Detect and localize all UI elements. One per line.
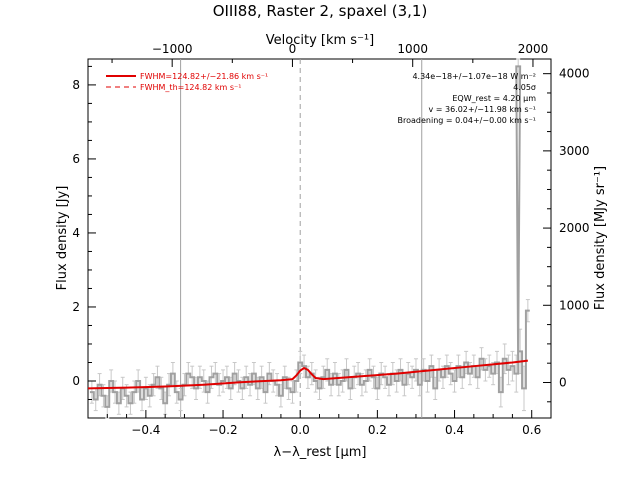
legend: FWHM=124.82+/−21.86 km s⁻¹ FWHM_th=124.8… <box>106 72 268 92</box>
chart-title: OIII88, Raster 2, spaxel (3,1) <box>213 2 428 20</box>
fit-series-line <box>87 359 528 390</box>
x-axis-label: λ−λ_rest [μm] <box>274 445 367 460</box>
annotation-broadening: Broadening = 0.04+/−0.00 km s⁻¹ <box>398 116 536 125</box>
y-tick-label: 4 <box>72 226 80 240</box>
left-y-axis: 0 2 4 6 8 <box>72 65 96 419</box>
top-x-tick-label: 2000 <box>518 42 549 56</box>
bottom-x-axis: −0.4 −0.2 0.0 0.2 0.4 0.6 <box>87 410 552 437</box>
y-tick-label: 8 <box>72 78 80 92</box>
x-tick-label: 0.4 <box>445 423 464 437</box>
top-x-tick-label: −1000 <box>152 42 193 56</box>
y-axis-label: Flux density [Jy] <box>55 186 70 291</box>
plot-area <box>87 58 552 419</box>
annotation-velocity: v = 36.02+/−11.98 km s⁻¹ <box>428 105 536 114</box>
legend-entry-fwhm-th: FWHM_th=124.82 km s⁻¹ <box>140 83 241 92</box>
right-y-axis: 0 1000 2000 3000 4000 <box>543 67 590 403</box>
x-tick-label: −0.4 <box>131 423 160 437</box>
x-tick-label: 0.6 <box>522 423 541 437</box>
annotation-sigma: 4.05σ <box>513 83 536 92</box>
annotation-line-flux: 4.34e−18+/−1.07e−18 W m⁻² <box>412 72 536 81</box>
legend-entry-fwhm: FWHM=124.82+/−21.86 km s⁻¹ <box>140 72 268 81</box>
x-tick-label: 0.2 <box>368 423 387 437</box>
right-y-tick-label: 0 <box>559 375 567 389</box>
top-x-tick-label: 1000 <box>397 42 428 56</box>
annotation-eqw: EQW_rest = 4.20 μm <box>452 94 536 103</box>
right-y-tick-label: 4000 <box>559 67 590 81</box>
top-x-axis-label: Velocity [km s⁻¹] <box>266 33 374 48</box>
y-tick-label: 6 <box>72 152 80 166</box>
right-y-axis-label: Flux density [MJy sr⁻¹] <box>593 166 608 310</box>
y-tick-label: 2 <box>72 300 80 314</box>
x-tick-label: −0.2 <box>208 423 237 437</box>
annotations: 4.34e−18+/−1.07e−18 W m⁻² 4.05σ EQW_rest… <box>398 72 537 125</box>
y-tick-label: 0 <box>72 374 80 388</box>
right-y-tick-label: 1000 <box>559 298 590 312</box>
top-x-tick-label: 0 <box>289 42 297 56</box>
top-x-axis: −1000 0 1000 2000 <box>111 42 549 67</box>
right-y-tick-label: 3000 <box>559 144 590 158</box>
right-y-tick-label: 2000 <box>559 221 590 235</box>
x-tick-label: 0.0 <box>291 423 310 437</box>
